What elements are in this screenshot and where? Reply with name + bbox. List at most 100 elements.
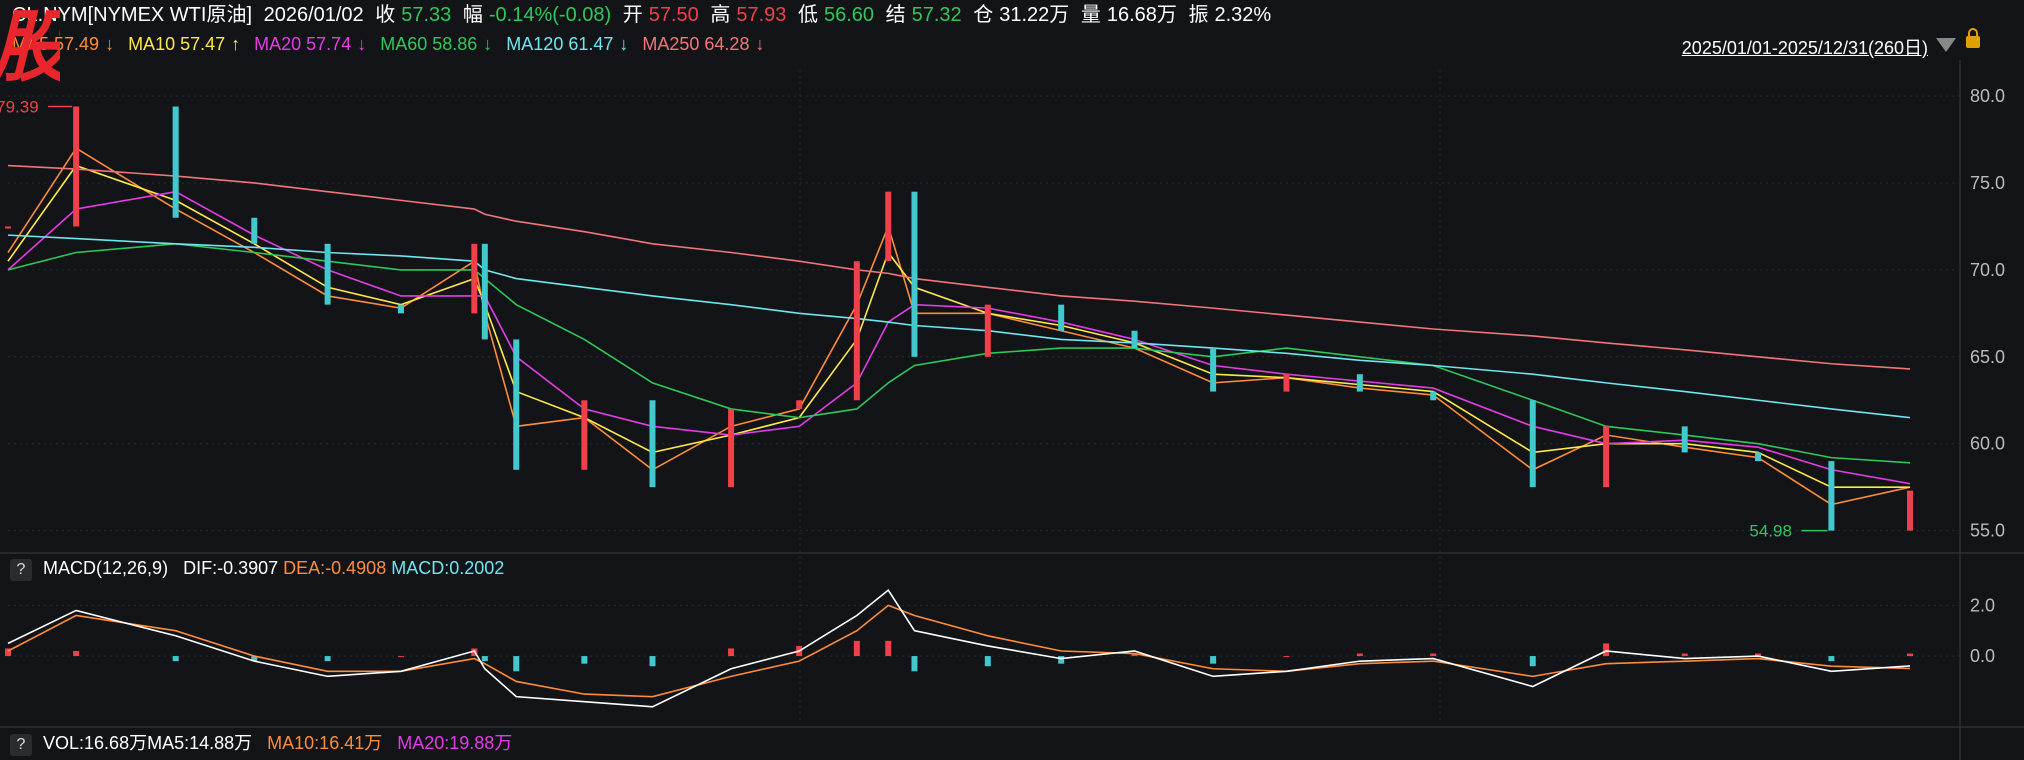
ma-trend-arrow: ↑ xyxy=(231,34,241,54)
ma-trend-arrow: ↓ xyxy=(483,34,493,54)
ma-line-0 xyxy=(7,147,1911,506)
close-label: 收 xyxy=(375,4,396,26)
ma-trend-arrow: ↓ xyxy=(619,34,629,54)
ma-line-5 xyxy=(7,164,1911,370)
price-point xyxy=(1131,330,1138,349)
low-label: 低 xyxy=(797,4,818,26)
price-point xyxy=(481,243,488,340)
date-range-selector[interactable]: 2025/01/01-2025/12/31(260日) xyxy=(1681,38,1928,58)
macd-dif: DIF:-0.3907 xyxy=(183,558,279,578)
macd-histogram-bar xyxy=(251,656,258,662)
price-point xyxy=(1210,348,1217,392)
low-value: 56.60 xyxy=(823,4,875,26)
macd-help-icon[interactable]: ? xyxy=(10,559,32,581)
price-point xyxy=(1356,374,1363,392)
price-point xyxy=(513,339,520,470)
open-interest-value: 31.22万 xyxy=(999,4,1070,26)
dea-line xyxy=(7,604,1911,698)
price-point xyxy=(853,261,860,401)
price-point xyxy=(5,226,11,229)
macd-histogram-bar xyxy=(1681,653,1688,657)
dif-line xyxy=(7,588,1911,708)
ma-legend-item: MA120 61.47 ↓ xyxy=(506,34,628,54)
price-tick-label: 75.0 xyxy=(1970,173,2005,193)
price-tick-label: 70.0 xyxy=(1970,260,2005,280)
macd-histogram-bar xyxy=(1828,656,1835,662)
volume-label: 量 xyxy=(1080,4,1101,26)
macd-histogram-bar xyxy=(1131,653,1138,657)
open-label: 开 xyxy=(622,4,643,26)
macd-histogram-bar xyxy=(5,648,11,657)
macd-histogram-bar xyxy=(1058,656,1065,664)
ma-legend-text: MA60 58.86 xyxy=(380,34,478,54)
logo-glyph: 股 xyxy=(0,3,60,88)
macd-histogram-bar xyxy=(1283,656,1290,658)
vol-legend: ? VOL:16.68万MA5:14.88万 MA10:16.41万 MA20:… xyxy=(10,730,512,756)
amplitude-label: 振 xyxy=(1188,4,1209,26)
macd-histogram-bar xyxy=(984,656,991,667)
price-point xyxy=(1681,426,1688,453)
ma-legend-text: MA20 57.74 xyxy=(254,34,352,54)
price-point xyxy=(251,217,258,244)
price-point xyxy=(1283,374,1290,392)
vol-ma20: MA20:19.88万 xyxy=(397,733,513,753)
price-point xyxy=(1058,304,1065,331)
dropdown-arrow-icon[interactable] xyxy=(1936,38,1956,52)
price-point xyxy=(471,243,478,314)
stock-app-logo: 股 xyxy=(0,3,60,88)
max-price-annotation: 79.39 xyxy=(0,98,39,117)
price-point xyxy=(1603,426,1610,488)
ma-legend-text: MA120 61.47 xyxy=(506,34,614,54)
lock-icon[interactable] xyxy=(1966,28,1980,48)
price-point xyxy=(73,106,80,227)
change-value: -0.14%(-0.08) xyxy=(488,4,612,26)
high-label: 高 xyxy=(710,4,731,26)
price-point xyxy=(911,191,918,357)
change-label: 幅 xyxy=(462,4,483,26)
open-value: 57.50 xyxy=(648,4,699,26)
macd-histogram-bar xyxy=(649,656,656,667)
ma-legend-text: MA250 64.28 xyxy=(642,34,750,54)
macd-dea: DEA:-0.4908 xyxy=(283,558,387,578)
ma-trend-arrow: ↓ xyxy=(105,34,115,54)
settle-value: 57.32 xyxy=(911,4,962,26)
macd-histogram-bar xyxy=(885,640,892,657)
ma-legend-text: MA5 57.49 xyxy=(12,34,100,54)
vol-ma10: MA10:16.41万 xyxy=(267,733,383,753)
price-point xyxy=(1430,391,1437,401)
price-point xyxy=(397,304,404,314)
price-point xyxy=(649,400,656,488)
min-price-annotation: 54.98 xyxy=(1749,522,1792,541)
macd-histogram-bar xyxy=(1356,653,1363,657)
price-point xyxy=(1529,400,1536,488)
macd-histogram-bar xyxy=(1210,656,1217,664)
symbol-name: CL.NYM[NYMEX WTI原油] xyxy=(12,4,253,26)
macd-histogram-bar xyxy=(581,656,588,664)
ma-legend-item: MA20 57.74 ↓ xyxy=(254,34,366,54)
macd-histogram-bar xyxy=(172,656,179,662)
price-tick-label: 55.0 xyxy=(1970,521,2005,541)
ma-trend-arrow: ↓ xyxy=(357,34,367,54)
macd-histogram-bar xyxy=(397,656,404,658)
macd-histogram-bar xyxy=(481,656,488,662)
ma-legend-item: MA250 64.28 ↓ xyxy=(642,34,764,54)
macd-histogram-bar xyxy=(1603,643,1610,657)
amplitude-value: 2.32% xyxy=(1214,4,1272,26)
price-point xyxy=(1755,452,1762,462)
vol-help-icon[interactable]: ? xyxy=(10,734,32,756)
macd-histogram-bar xyxy=(1529,656,1536,667)
macd-histogram-bar xyxy=(1755,653,1762,657)
price-point xyxy=(1828,461,1835,531)
macd-histogram-bar xyxy=(853,640,860,657)
macd-histogram-bar xyxy=(728,648,735,657)
macd-histogram-bar xyxy=(1430,653,1437,657)
ma-trend-arrow: ↓ xyxy=(755,34,765,54)
ma-legend-text: MA10 57.47 xyxy=(128,34,226,54)
macd-legend: ? MACD(12,26,9) DIF:-0.3907 DEA:-0.4908 … xyxy=(10,555,504,581)
macd-value: MACD:0.2002 xyxy=(391,558,505,578)
macd-histogram-bar xyxy=(324,656,331,662)
settle-label: 结 xyxy=(885,4,906,26)
macd-histogram-bar xyxy=(1907,653,1913,657)
ma-legend: MA5 57.49 ↓ MA10 57.47 ↑ MA20 57.74 ↓ MA60 58.… xyxy=(12,30,778,58)
